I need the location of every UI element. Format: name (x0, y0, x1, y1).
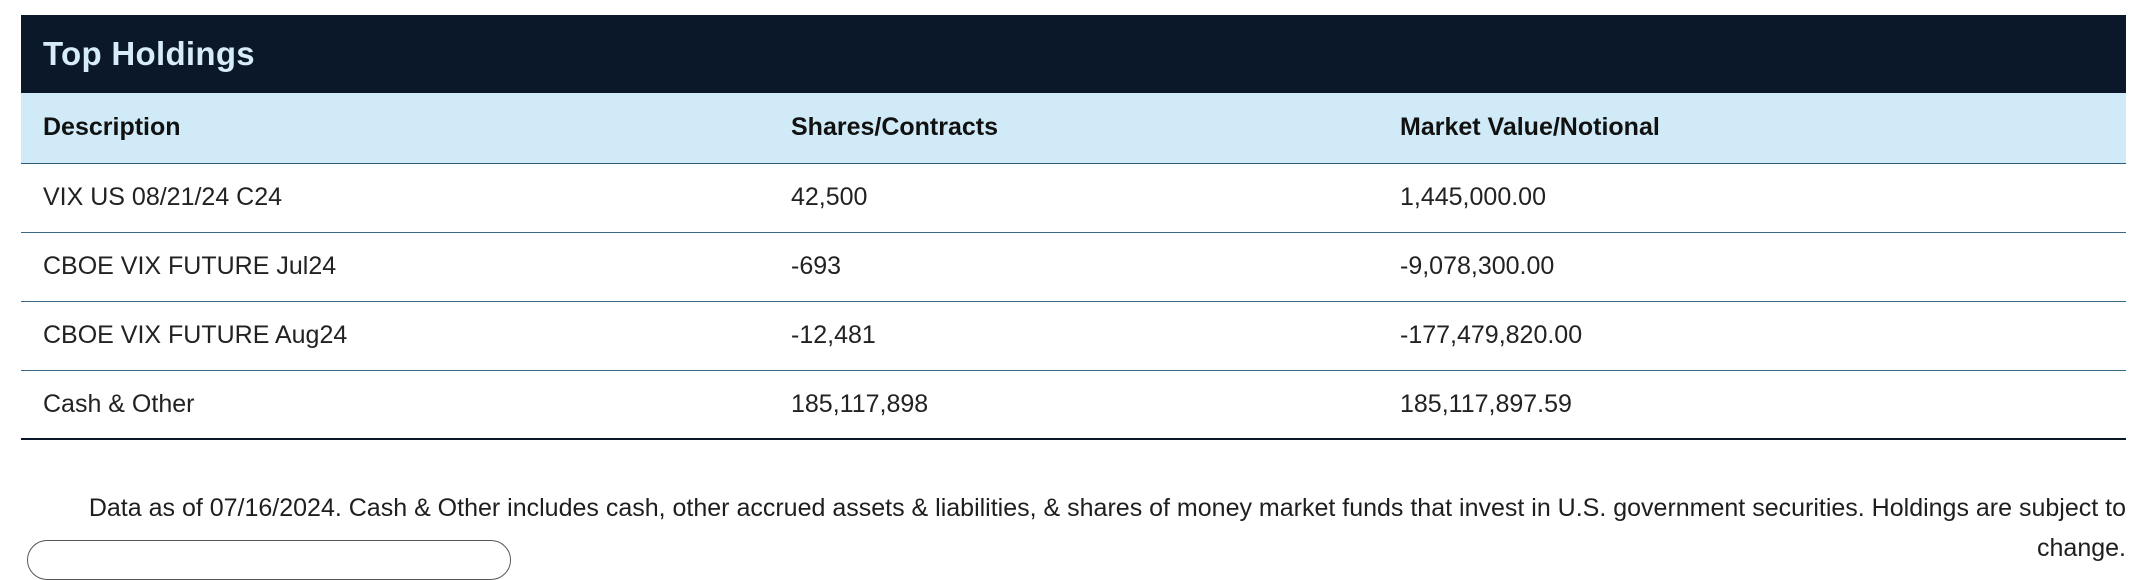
table-row: VIX US 08/21/24 C24 42,500 1,445,000.00 (21, 163, 2126, 232)
table-body: VIX US 08/21/24 C24 42,500 1,445,000.00 … (21, 163, 2126, 439)
cell-market-value: 1,445,000.00 (1400, 183, 1546, 211)
cell-market-value: -177,479,820.00 (1400, 321, 1583, 349)
cell-shares: -12,481 (791, 321, 876, 349)
cell-market-value: -9,078,300.00 (1400, 252, 1555, 280)
table-header: Description Shares/Contracts Market Valu… (21, 93, 2126, 163)
table-row: Cash & Other 185,117,898 185,117,897.59 (21, 370, 2126, 439)
column-header-description: Description (43, 113, 181, 142)
column-header-shares: Shares/Contracts (791, 113, 999, 142)
holdings-footnote: Data as of 07/16/2024. Cash & Other incl… (88, 494, 2126, 562)
table-row: CBOE VIX FUTURE Aug24 -12,481 -177,479,8… (21, 301, 2126, 370)
cell-description: CBOE VIX FUTURE Aug24 (43, 321, 348, 349)
table-row: CBOE VIX FUTURE Jul24 -693 -9,078,300.00 (21, 232, 2126, 301)
cell-shares: 42,500 (791, 183, 868, 211)
column-header-market-value: Market Value/Notional (1400, 113, 1660, 142)
cell-market-value: 185,117,897.59 (1400, 389, 1572, 418)
header-row: Description Shares/Contracts Market Valu… (21, 93, 2126, 163)
top-holdings-panel: Top Holdings Description Shares/Contract… (21, 15, 2126, 440)
partially-visible-button[interactable] (27, 540, 511, 580)
cell-description: VIX US 08/21/24 C24 (43, 183, 283, 211)
holdings-table: Description Shares/Contracts Market Valu… (21, 93, 2126, 440)
cell-description: CBOE VIX FUTURE Jul24 (43, 252, 337, 280)
holdings-title: Top Holdings (43, 35, 255, 72)
cell-shares: -693 (791, 252, 842, 280)
holdings-header: Top Holdings (21, 15, 2126, 93)
cell-description: Cash & Other (43, 389, 195, 418)
cell-shares: 185,117,898 (791, 389, 929, 418)
